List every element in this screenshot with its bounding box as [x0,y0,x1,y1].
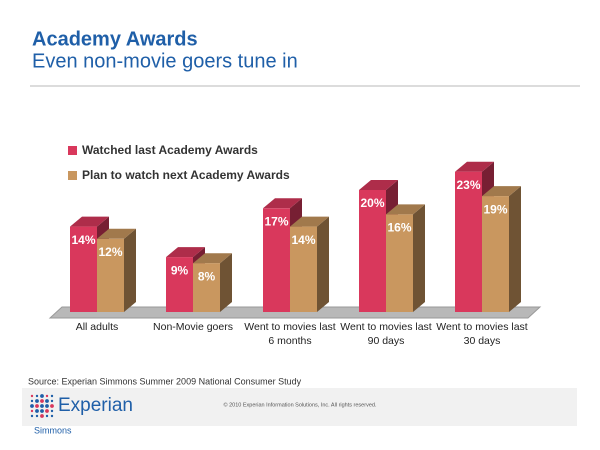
logo-dot [40,399,44,403]
bar-side [220,253,232,312]
logo-dot [50,404,54,408]
logo-dot [45,409,49,413]
value-label: 14% [291,233,315,247]
source: Source: Experian Simmons Summer 2009 Nat… [28,376,302,386]
bar [386,214,413,312]
logo-dot [30,409,34,413]
logo-dots [30,394,54,418]
logo-dot [30,399,34,403]
x-tick-label: Went to movies last 90 days [340,321,432,347]
bar [290,226,317,312]
bar [263,208,290,312]
bar-top [386,204,425,215]
x-tick-label: Went to movies last 30 days [436,321,528,347]
bar [482,196,509,312]
copyright: © 2010 Experian Information Solutions, I… [224,401,377,408]
value-label: 9% [171,263,189,277]
footer-band [22,388,577,426]
bar-top [482,186,521,197]
logo-dot [50,394,54,398]
logo-dot [35,394,39,398]
title: Academy Awards [32,28,198,50]
x-tick-label: All adults [75,321,119,333]
logo-dot [45,399,49,403]
value-label: 16% [387,221,411,235]
logo-dot [40,414,44,418]
bar-top [97,228,136,239]
logo-dot [35,399,39,403]
value-label: 12% [98,245,122,259]
bar [166,257,193,312]
bar-side [124,228,136,312]
logo-dot [45,394,49,398]
logo-dot [50,409,54,413]
value-label: 19% [483,202,507,216]
bar-side [317,216,329,312]
bar-top [166,247,205,258]
logo-dot [40,394,44,398]
bar [193,263,220,312]
legend-label: Plan to watch next Academy Awards [82,168,290,182]
bar [97,238,124,312]
bar [359,190,386,312]
brand: Experian [58,395,133,416]
logo-dot [35,404,39,408]
bar-top [455,161,494,172]
logo-dot [35,409,39,413]
logo-dot [50,399,54,403]
logo-dot [45,414,49,418]
x-tick-label: Non-Movie goers [153,321,233,333]
logo-dot [40,404,44,408]
logo-dot [35,414,39,418]
logo-dot [50,414,54,418]
legend-label: Watched last Academy Awards [82,143,258,157]
bar-top [193,253,232,264]
value-label: 14% [71,233,95,247]
legend-swatch [68,171,77,180]
bar-side [413,204,425,312]
value-label: 23% [456,178,480,192]
bar-side [509,186,521,312]
value-label: 8% [198,269,216,283]
sub-brand: Simmons [34,425,72,435]
bar [70,226,97,312]
logo-dot [30,414,34,418]
x-tick-label: Went to movies last 6 months [244,321,336,347]
legend-swatch [68,146,77,155]
subtitle: Even non-movie goers tune in [32,50,298,72]
logo-dot [45,404,49,408]
bar-top [359,180,398,190]
bar-top [263,198,302,209]
logo-dot [30,394,34,398]
bar-top [290,216,329,227]
value-label: 17% [264,214,288,228]
logo-dot [40,409,44,413]
logo-dot [30,404,34,408]
bar-top [70,216,109,227]
bar [455,171,482,312]
value-label: 20% [360,196,384,210]
